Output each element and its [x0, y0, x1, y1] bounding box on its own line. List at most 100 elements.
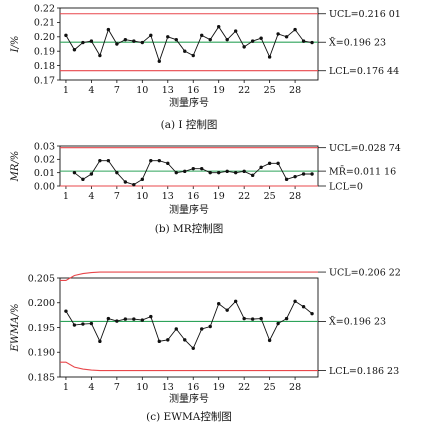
y-tick-label: 0.195: [28, 323, 55, 334]
data-point: [72, 48, 77, 52]
data-point: [149, 314, 153, 319]
series-line: [65, 25, 313, 63]
y-tick-label: 0.17: [34, 75, 55, 86]
center-annotation: X̄=0.196 23: [329, 316, 386, 328]
x-tick-label: 7: [114, 191, 120, 202]
y-tick-label: 0.200: [28, 298, 55, 309]
data-point: [132, 182, 136, 187]
center-annotation: MR̄=0.011 16: [329, 166, 396, 178]
data-point: [183, 338, 187, 342]
chart-panel-2: 0.00 0.01 0.02 0.03 1 4 7 10 13 16 19 22 25 28 UCL=0.0…: [10, 141, 401, 235]
data-point: [259, 316, 263, 321]
series-line: [74, 160, 313, 186]
x-tick-label: 13: [162, 382, 174, 393]
data-point: [64, 309, 68, 313]
data-point: [89, 321, 94, 326]
y-tick-label: 0.02: [34, 155, 55, 166]
data-point: [276, 32, 280, 36]
data-point: [250, 317, 255, 321]
y-tick-label: 0.01: [34, 168, 55, 179]
data-point: [301, 172, 306, 176]
data-point: [140, 177, 145, 182]
ucl-annotation: UCL=0.028 74: [329, 143, 401, 154]
x-tick-label: 25: [264, 191, 276, 202]
y-tick-label: 0.00: [34, 181, 55, 192]
data-point: [191, 53, 195, 58]
data-point: [115, 42, 119, 46]
data-point: [225, 37, 229, 42]
data-point: [72, 170, 77, 175]
data-point: [81, 177, 85, 182]
lcl-line: [60, 361, 318, 372]
data-point: [81, 40, 85, 45]
y-tick-label: 0.22: [34, 3, 55, 14]
data-point: [217, 25, 221, 29]
x-tick-label: 13: [162, 191, 174, 202]
data-point: [123, 180, 128, 184]
data-point: [242, 316, 246, 321]
data-point: [166, 161, 170, 166]
data-point: [123, 37, 128, 42]
data-point: [98, 53, 102, 58]
data-point: [233, 29, 238, 33]
data-point: [267, 55, 272, 59]
data-point: [191, 346, 195, 350]
data-point: [140, 40, 145, 45]
data-point: [149, 33, 153, 38]
x-tick-label: 22: [238, 191, 250, 202]
y-axis-label: I/%: [10, 36, 21, 54]
data-point: [242, 169, 246, 174]
data-point: [267, 338, 272, 343]
data-point: [157, 158, 161, 163]
data-point: [106, 158, 111, 163]
data-point: [250, 173, 255, 178]
x-tick-label: 19: [213, 191, 225, 202]
data-point: [81, 322, 85, 326]
data-point: [89, 39, 94, 43]
x-tick-label: 1: [63, 191, 69, 202]
x-tick-label: 22: [238, 382, 250, 393]
data-point: [183, 169, 187, 174]
series-line: [65, 300, 313, 350]
data-point: [242, 45, 246, 49]
data-point: [191, 166, 195, 171]
data-point: [217, 302, 221, 306]
x-axis-label: 测量序号: [169, 96, 209, 109]
y-tick-label: 0.205: [28, 273, 55, 284]
x-tick-label: 7: [114, 382, 120, 393]
ucl-annotation: UCL=0.216 01: [329, 9, 401, 20]
x-tick-label: 28: [289, 191, 301, 202]
data-point: [225, 308, 229, 312]
x-tick-label: 28: [289, 382, 301, 393]
data-point: [208, 170, 212, 175]
plot-frame: [59, 7, 319, 81]
data-point: [106, 27, 111, 32]
data-point: [233, 170, 238, 175]
chart-caption: (c) EWMA控制图: [146, 410, 232, 423]
data-point: [157, 59, 161, 63]
data-point: [284, 35, 289, 39]
data-point: [310, 40, 314, 45]
data-point: [284, 316, 289, 321]
x-tick-label: 19: [213, 382, 225, 393]
data-point: [123, 317, 128, 321]
data-point: [72, 323, 77, 327]
x-tick-label: 7: [114, 85, 120, 96]
data-point: [157, 339, 161, 344]
data-point: [301, 305, 306, 309]
ucl-annotation: UCL=0.206 22: [329, 267, 401, 278]
chart-panel-1: 0.17 0.18 0.19 0.20 0.21 0.22 1 4 7 10 13 16 19 22 25 2…: [10, 3, 401, 131]
data-point: [106, 316, 111, 321]
x-tick-label: 13: [162, 85, 174, 96]
data-point: [233, 299, 238, 303]
data-point: [140, 318, 145, 322]
data-point: [259, 36, 263, 40]
plot-frame: [59, 277, 319, 378]
data-point: [301, 39, 306, 43]
data-point: [200, 327, 204, 331]
y-axis-label: MR/%: [10, 151, 21, 183]
data-point: [132, 317, 136, 321]
x-tick-label: 25: [264, 382, 276, 393]
x-tick-label: 10: [136, 85, 148, 96]
